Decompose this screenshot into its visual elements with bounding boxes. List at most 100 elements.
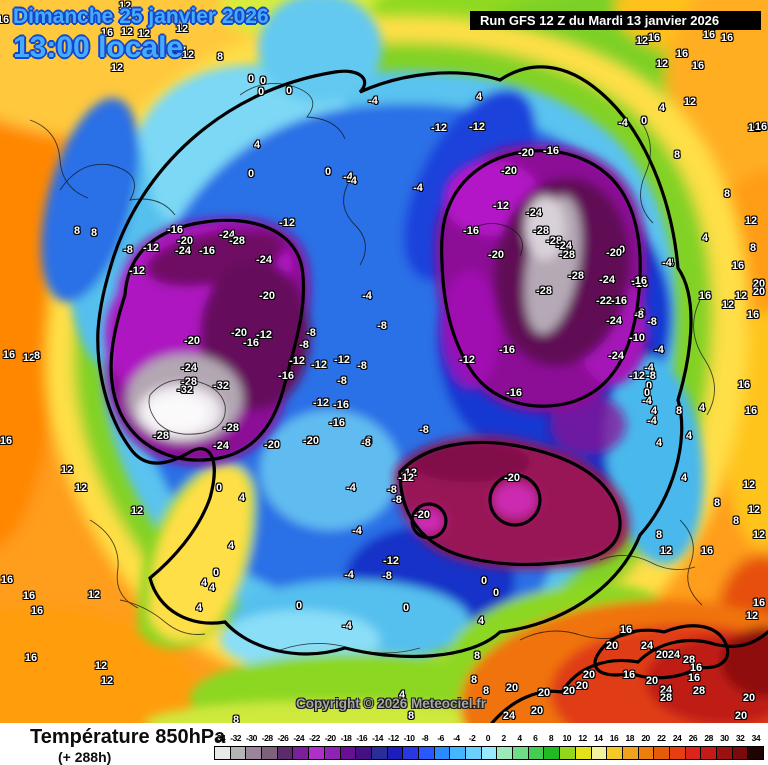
thin-contours [29, 82, 715, 654]
temp-label: 0 [618, 244, 626, 256]
scale-color-cell [654, 747, 670, 759]
temp-label: -8 [646, 370, 656, 382]
temp-label: -16 [167, 224, 183, 236]
temp-label: -28 [229, 235, 245, 247]
temp-label: -22 [596, 295, 612, 307]
temp-label: 24 [667, 649, 681, 661]
scale-color-cell [356, 747, 372, 759]
temp-label: -8 [337, 375, 347, 387]
temp-label: -4 [413, 182, 423, 194]
temp-label: -12 [398, 472, 414, 484]
temp-label: 12 [683, 96, 697, 108]
temp-label: -20 [414, 509, 430, 521]
temp-label: 4 [200, 577, 208, 589]
temp-label: 8 [723, 188, 731, 200]
temp-label: -8 [357, 360, 367, 372]
temp-label: -12 [431, 122, 447, 134]
temp-label: -12 [383, 555, 399, 567]
temp-label: 16 [746, 309, 760, 321]
temp-label: 12 [745, 610, 759, 622]
temp-label: 12 [635, 35, 649, 47]
temp-label: -16 [333, 399, 349, 411]
scale-color-cell [591, 747, 608, 759]
temp-label: 16 [0, 435, 13, 447]
temp-label: 0 [295, 600, 303, 612]
temp-label: -20 [259, 290, 275, 302]
temp-label: -4 [344, 569, 354, 581]
temp-label: 20 [530, 705, 544, 717]
temp-label: -20 [504, 472, 520, 484]
temp-label: 28 [682, 654, 696, 666]
temp-label: 8 [33, 350, 41, 362]
temp-label: 8 [675, 405, 683, 417]
scale-value: -32 [230, 733, 242, 743]
temp-label: 8 [673, 149, 681, 161]
temp-label: 24 [659, 684, 673, 696]
temp-label: -20 [231, 327, 247, 339]
scale-color-cell [309, 747, 325, 759]
temp-label: 12 [94, 660, 108, 672]
temp-label: -24 [556, 240, 572, 252]
scale-color-cell [387, 747, 404, 759]
temp-label: 12 [752, 529, 766, 541]
temp-label: -16 [543, 145, 559, 157]
temp-label: 24 [640, 640, 654, 652]
temp-label: -12 [313, 397, 329, 409]
temp-label: -16 [611, 295, 627, 307]
valid-date-block: Dimanche 25 janvier 2026 13:00 locale [13, 6, 269, 63]
scale-value: -14 [372, 733, 383, 743]
scale-colorbar [214, 746, 764, 760]
temp-label: 12 [22, 352, 36, 364]
temp-label: 12 [659, 545, 673, 557]
temp-label: -10 [629, 332, 645, 344]
temp-label: 4 [655, 437, 663, 449]
scale-color-cell [262, 747, 278, 759]
copyright-text: Copyright © 2026 Meteociel.fr [296, 696, 486, 711]
temp-label: 8 [482, 685, 490, 697]
temp-label: 12 [74, 482, 88, 494]
temp-label: -8 [635, 307, 645, 319]
temp-label: 20 [582, 669, 596, 681]
temp-label: -32 [177, 384, 193, 396]
temp-label: -12 [469, 121, 485, 133]
temp-label: 12 [100, 675, 114, 687]
temp-label: 16 [30, 605, 44, 617]
temp-label: 12 [747, 122, 761, 134]
temp-label: -24 [606, 315, 622, 327]
temp-label: 8 [655, 529, 663, 541]
temp-label: 0 [247, 168, 255, 180]
temp-label: 12 [744, 215, 758, 227]
temp-label: -24 [219, 229, 235, 241]
temp-label: 12 [118, 0, 132, 12]
scale-color-cell [403, 747, 419, 759]
scale-color-cell [230, 747, 247, 759]
temp-label: -8 [377, 320, 387, 332]
temp-label: -28 [533, 225, 549, 237]
temp-label: -20 [501, 165, 517, 177]
temp-label: 12 [175, 23, 189, 35]
temp-label: -16 [631, 275, 647, 287]
temp-label: 16 [622, 669, 636, 681]
temp-label: 20 [537, 687, 551, 699]
scale-color-cell [434, 747, 451, 759]
temp-label: 4 [698, 402, 706, 414]
temp-label: 8 [90, 227, 98, 239]
temp-label: -28 [223, 422, 239, 434]
temp-label: 12 [734, 290, 748, 302]
scale-value: 16 [609, 733, 619, 743]
temp-label: -24 [181, 362, 197, 374]
scale-color-cell [669, 747, 686, 759]
temp-label: -12 [256, 329, 272, 341]
temp-label: 8 [216, 51, 224, 63]
temp-label: -20 [518, 147, 534, 159]
temp-label: 0 [285, 85, 293, 97]
temp-label: 20 [605, 640, 619, 652]
temp-label: -8 [634, 309, 644, 321]
temp-label: 16 [24, 652, 38, 664]
temp-label: -16 [243, 337, 259, 349]
temp-label: 16 [0, 574, 14, 586]
temp-label: 4 [475, 91, 483, 103]
temp-label: -28 [153, 430, 169, 442]
temp-label: 12 [110, 62, 124, 74]
temp-label: 20 [575, 680, 589, 692]
